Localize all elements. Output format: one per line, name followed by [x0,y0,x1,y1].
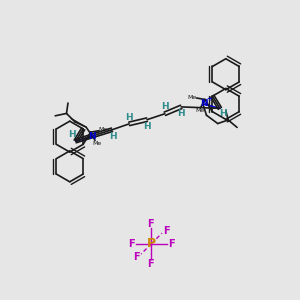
Text: Me: Me [98,127,108,132]
Text: F: F [163,226,169,236]
Text: N: N [200,99,208,108]
Text: F: F [168,238,174,249]
Text: F: F [134,252,140,262]
Text: Me: Me [188,94,197,100]
Text: P: P [147,237,156,250]
Text: H: H [161,102,169,111]
Text: H: H [109,132,116,141]
Text: H: H [68,130,76,139]
Text: H: H [219,109,226,118]
Text: H: H [177,109,184,118]
Text: N: N [88,131,95,140]
Text: H: H [143,122,151,131]
Text: H: H [125,112,133,122]
Text: +: + [206,96,212,102]
Text: F: F [148,219,154,229]
Text: Me: Me [92,141,101,146]
Text: F: F [128,238,135,249]
Text: F: F [148,259,154,269]
Text: Me: Me [195,108,204,113]
